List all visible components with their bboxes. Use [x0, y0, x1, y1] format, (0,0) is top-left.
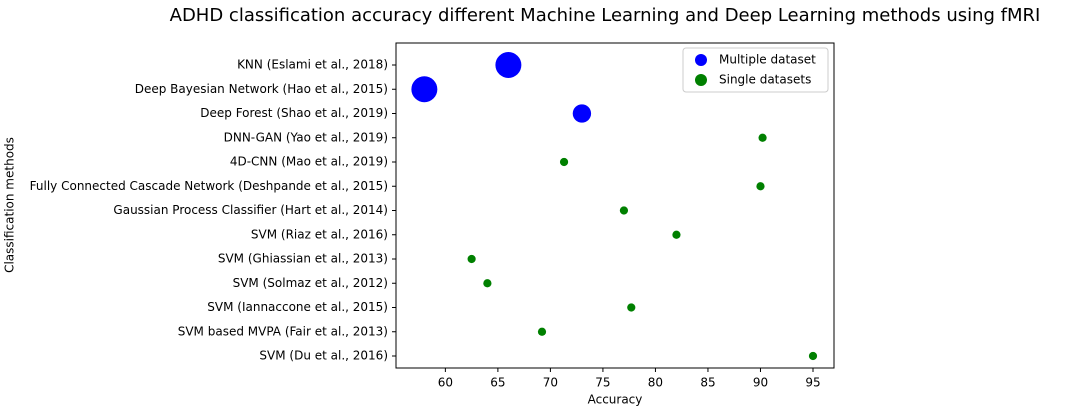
y-tick-label: SVM (Iannaccone et al., 2015) [207, 300, 388, 314]
x-tick-label: 70 [543, 376, 558, 390]
x-tick-label: 80 [648, 376, 663, 390]
legend-label: Single datasets [719, 73, 811, 87]
x-tick-label: 95 [805, 376, 820, 390]
plot-frame [395, 42, 835, 369]
x-tick-label: 75 [595, 376, 610, 390]
y-tick-label: Gaussian Process Classifier (Hart et al.… [113, 203, 388, 217]
point [483, 279, 492, 288]
point [467, 254, 476, 264]
x-tick-label: 60 [438, 376, 453, 390]
legend-label: Multiple dataset [719, 53, 816, 67]
point [672, 230, 681, 239]
x-tick-label: 85 [700, 376, 715, 390]
x-tick-label: 65 [490, 376, 505, 390]
point [756, 182, 765, 191]
y-tick-label: SVM (Ghiassian et al., 2013) [218, 252, 388, 266]
point [559, 157, 569, 167]
y-tick-label: KNN (Eslami et al., 2018) [237, 58, 388, 72]
x-axis-label: Accuracy [588, 393, 643, 407]
y-tick-label: Deep Bayesian Network (Hao et al., 2015) [135, 82, 388, 96]
point [537, 327, 547, 336]
y-tick-label: SVM based MVPA (Fair et al., 2013) [178, 324, 388, 338]
y-tick-label: SVM (Solmaz et al., 2012) [233, 276, 388, 290]
legend-marker [695, 54, 707, 66]
x-tick-label: 90 [753, 376, 768, 390]
point [495, 52, 522, 78]
point [411, 76, 438, 103]
y-tick-label: Deep Forest (Shao et al., 2019) [200, 106, 388, 120]
y-tick-label: SVM (Riaz et al., 2016) [251, 227, 388, 241]
legend-box [682, 47, 829, 93]
y-tick-label: DNN-GAN (Yao et al., 2019) [224, 130, 388, 144]
y-tick-label: Fully Connected Cascade Network (Deshpan… [30, 179, 388, 193]
point [808, 351, 818, 361]
chart-title: ADHD classification accuracy different M… [170, 5, 1041, 26]
point [627, 303, 636, 312]
y-tick-label: 4D-CNN (Mao et al., 2019) [230, 155, 388, 169]
legend-marker [695, 74, 707, 86]
point [572, 104, 592, 123]
point [758, 133, 767, 142]
y-axis-label: Classification methods [3, 137, 17, 273]
point [619, 206, 629, 215]
y-tick-label: SVM (Du et al., 2016) [259, 349, 388, 363]
